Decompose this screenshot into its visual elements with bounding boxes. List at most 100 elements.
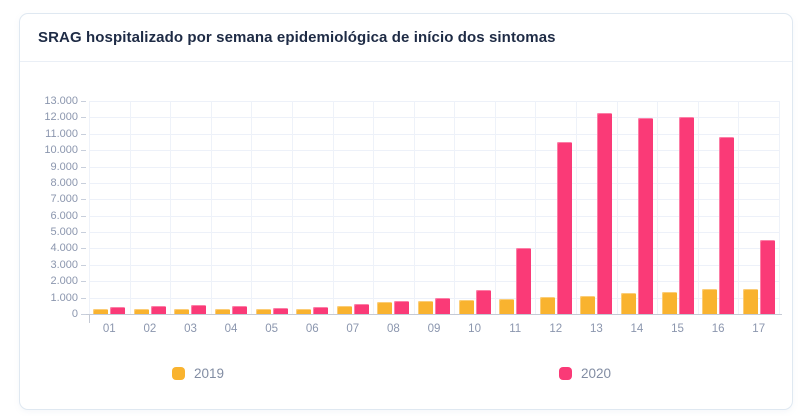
- y-axis-tick: [81, 232, 86, 234]
- bar-2020-week-15[interactable]: [678, 116, 694, 314]
- y-axis-label: 9.000: [50, 160, 78, 173]
- bar-2019-week-06[interactable]: [296, 309, 312, 314]
- bar-2020-week-03[interactable]: [191, 305, 207, 314]
- h-gridline: [89, 117, 779, 119]
- y-axis-tick: [81, 133, 86, 135]
- v-gridline: [251, 101, 253, 314]
- bar-2020-week-02[interactable]: [150, 306, 166, 314]
- x-axis-label: 13: [589, 323, 603, 335]
- y-axis-tick: [81, 297, 86, 299]
- v-gridline: [697, 101, 699, 314]
- h-gridline: [89, 215, 779, 217]
- bar-2019-week-03[interactable]: [174, 309, 190, 314]
- x-axis-label: 03: [184, 323, 197, 335]
- chart-title: SRAG hospitalizado por semana epidemioló…: [38, 29, 556, 46]
- bar-2019-week-14[interactable]: [620, 292, 636, 314]
- y-axis-label: 8.000: [50, 176, 78, 189]
- x-axis-label: 07: [346, 323, 360, 335]
- y-axis-label: 2.000: [50, 275, 78, 288]
- bar-2020-week-12[interactable]: [556, 141, 572, 314]
- bar-2020-week-09[interactable]: [435, 298, 450, 314]
- y-axis-tick: [81, 281, 86, 283]
- chart-legend: 2019 2020: [20, 366, 792, 386]
- y-axis-label: 10.000: [44, 144, 78, 157]
- legend-swatch-2020-icon: [559, 367, 572, 380]
- bar-2020-week-08[interactable]: [394, 300, 410, 314]
- bar-2019-week-05[interactable]: [255, 309, 271, 314]
- bar-2019-week-02[interactable]: [133, 309, 149, 314]
- bar-2020-week-11[interactable]: [516, 247, 532, 314]
- y-axis-tick: [81, 199, 86, 201]
- bar-2020-week-06[interactable]: [313, 306, 329, 314]
- bar-2019-week-09[interactable]: [418, 301, 433, 314]
- h-gridline: [89, 248, 779, 250]
- v-gridline: [738, 101, 740, 314]
- y-axis-label: 6.000: [50, 209, 78, 222]
- x-axis-label: 15: [671, 323, 684, 335]
- bar-2020-week-07[interactable]: [353, 304, 369, 314]
- v-gridline: [657, 101, 659, 314]
- h-gridline: [89, 133, 779, 135]
- plot-area: [89, 101, 780, 314]
- v-gridline: [129, 101, 131, 314]
- x-axis-label: 11: [509, 323, 522, 335]
- bar-2019-week-12[interactable]: [539, 296, 555, 314]
- v-gridline: [535, 101, 537, 314]
- bar-chart: 0 1.000 2.000 3.000 4.000 5.000 6.000 7.000 8.00…: [20, 75, 792, 365]
- x-axis-origin-tick: [89, 315, 90, 323]
- y-axis-tick: [81, 182, 86, 184]
- h-gridline: [89, 297, 779, 299]
- legend-label-2020: 2020: [581, 366, 612, 381]
- x-axis-label: 16: [711, 323, 725, 335]
- bar-2019-week-11[interactable]: [499, 299, 515, 314]
- y-axis-label: 1.000: [50, 291, 78, 304]
- y-axis-label: 0: [71, 308, 78, 320]
- y-axis-label: 11.000: [45, 127, 78, 140]
- bar-2019-week-07[interactable]: [336, 305, 352, 314]
- y-axis-tick: [81, 166, 86, 168]
- bar-2020-week-05[interactable]: [272, 307, 288, 314]
- legend-item-2019[interactable]: 2019: [172, 366, 224, 381]
- y-axis-tick: [81, 248, 86, 250]
- y-axis-tick: [81, 215, 86, 217]
- x-axis-label: 17: [752, 323, 766, 335]
- bar-2020-week-13[interactable]: [597, 113, 613, 314]
- y-axis-tick: [81, 264, 86, 266]
- card-header: SRAG hospitalizado por semana epidemioló…: [20, 14, 792, 62]
- y-axis-label: 4.000: [50, 242, 78, 255]
- bar-2019-week-01[interactable]: [93, 309, 109, 314]
- y-axis-tick: [81, 314, 86, 315]
- x-axis-label: 12: [549, 323, 563, 335]
- v-gridline: [413, 101, 415, 314]
- h-gridline: [89, 281, 779, 283]
- bar-2020-week-16[interactable]: [719, 137, 735, 314]
- x-axis-label: 02: [143, 323, 157, 335]
- bar-2020-week-04[interactable]: [232, 306, 248, 314]
- bar-2020-week-01[interactable]: [110, 306, 126, 314]
- v-gridline: [779, 101, 780, 314]
- v-gridline: [170, 101, 172, 314]
- v-gridline: [89, 101, 90, 314]
- v-gridline: [576, 101, 578, 314]
- y-axis-label: 3.000: [50, 258, 78, 271]
- bar-2020-week-10[interactable]: [475, 290, 491, 314]
- x-axis-label: 06: [305, 323, 319, 335]
- bar-2020-week-14[interactable]: [637, 118, 653, 314]
- chart-card: SRAG hospitalizado por semana epidemioló…: [19, 13, 793, 410]
- bar-2019-week-16[interactable]: [702, 289, 718, 314]
- bar-2019-week-17[interactable]: [742, 288, 758, 314]
- v-gridline: [332, 101, 334, 314]
- h-gridline: [89, 232, 779, 234]
- bar-2019-week-10[interactable]: [458, 300, 474, 314]
- v-gridline: [210, 101, 212, 314]
- y-axis-label: 7.000: [50, 193, 78, 206]
- legend-item-2020[interactable]: 2020: [559, 366, 611, 381]
- bar-2020-week-17[interactable]: [759, 240, 775, 314]
- h-gridline: [89, 199, 779, 201]
- bar-2019-week-04[interactable]: [215, 309, 231, 314]
- v-gridline: [616, 101, 618, 314]
- bar-2019-week-13[interactable]: [580, 295, 596, 314]
- bar-2019-week-08[interactable]: [377, 302, 393, 314]
- bar-2019-week-15[interactable]: [661, 292, 677, 314]
- h-gridline: [89, 264, 779, 266]
